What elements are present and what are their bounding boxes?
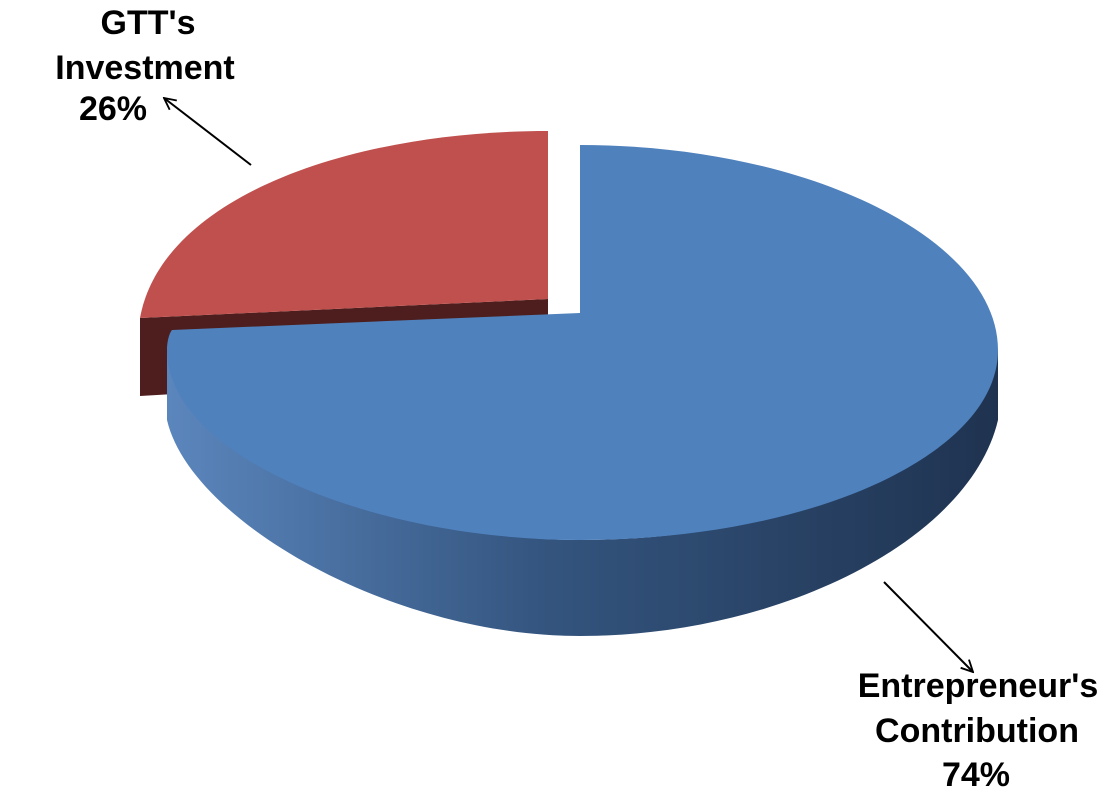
slice-entrepreneur-top bbox=[167, 145, 998, 540]
entrepreneur-leader-arrow bbox=[883, 581, 973, 672]
gtt-label-line-1: GTT's bbox=[101, 4, 196, 42]
label-entrepreneur: Entrepreneur's Contribution 74% bbox=[858, 581, 1099, 794]
gtt-label-line-2: Investment bbox=[55, 49, 235, 87]
entrepreneur-label-line-2: Contribution bbox=[875, 712, 1079, 750]
label-gtt: GTT's Investment 26% bbox=[55, 4, 252, 166]
entrepreneur-value-label: 74% bbox=[942, 756, 1010, 794]
slice-entrepreneur-side bbox=[167, 350, 998, 636]
slice-gtt-top bbox=[140, 131, 548, 318]
slice-entrepreneur-contribution bbox=[167, 145, 998, 636]
gtt-value-label: 26% bbox=[79, 90, 147, 128]
gtt-leader-arrow bbox=[164, 98, 252, 166]
entrepreneur-label-line-1: Entrepreneur's bbox=[858, 667, 1099, 705]
